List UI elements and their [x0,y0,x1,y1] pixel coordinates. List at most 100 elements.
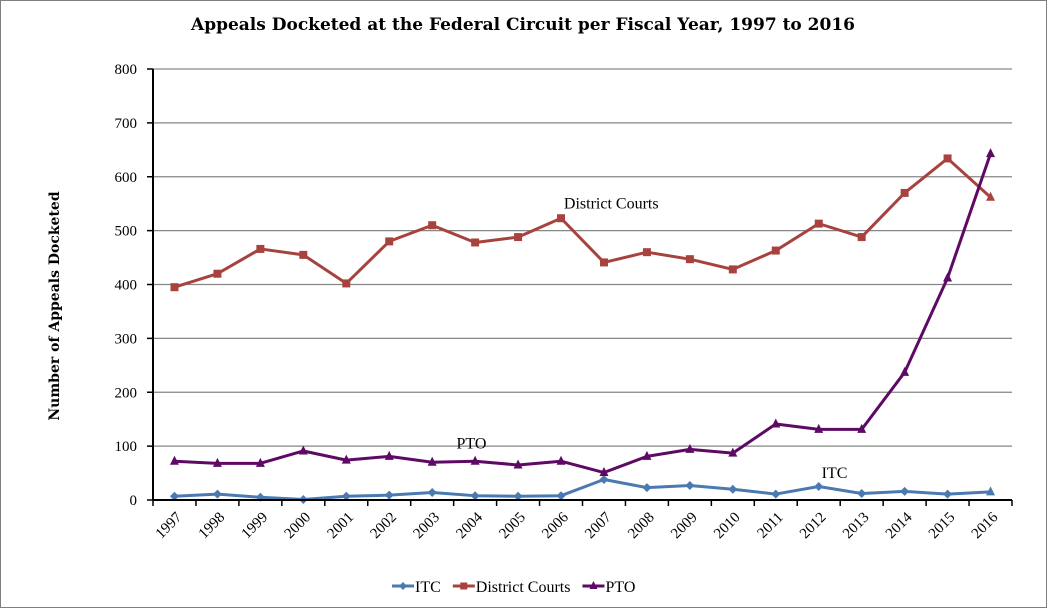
data-point-triangle [599,467,609,477]
data-point-square [728,265,737,274]
x-tick-label: 2004 [453,509,486,542]
data-point-square [900,188,909,197]
data-point-diamond [599,475,609,485]
series-itc [169,475,996,504]
x-tick-label: 1999 [239,510,272,543]
y-axis-label: Number of Appeals Docketed [47,191,63,420]
y-tick-label: 600 [115,170,138,186]
annotation-label: ITC [822,465,848,482]
x-tick-label: 2003 [410,510,443,543]
y-tick-label: 400 [115,278,138,294]
data-point-diamond [556,491,566,501]
data-point-diamond [169,491,179,501]
x-tick-label: 2013 [840,510,873,543]
data-point-triangle [986,148,996,158]
data-point-square [814,219,823,228]
x-tick-label: 1997 [153,509,186,542]
legend-label: ITC [415,579,441,596]
series-line [174,153,992,475]
x-tick-label: 2008 [625,510,658,543]
series-district-courts [170,154,996,292]
x-tick-label: 1998 [196,510,229,543]
x-tick-label: 2014 [883,509,916,542]
data-point-diamond [943,489,953,499]
data-point-triangle [685,443,695,453]
data-point-diamond [814,482,824,492]
data-point-square [428,221,437,230]
data-point-diamond [685,480,695,490]
y-tick-label: 100 [115,439,138,455]
data-point-square [557,214,566,223]
series-pto [169,148,996,477]
annotation-label: District Courts [564,196,659,213]
data-point-square [685,255,694,264]
data-point-triangle [384,450,394,460]
y-tick-label: 500 [115,224,138,240]
data-point-square [460,582,468,590]
gridlines [153,68,1012,447]
data-point-square [170,283,179,292]
data-point-triangle [470,455,480,465]
series-line [174,156,992,289]
data-point-square [599,258,608,267]
data-point-triangle [212,457,222,467]
data-point-square [642,248,651,257]
data-point-triangle [642,450,652,460]
legend-label: PTO [605,579,635,596]
data-point-square [943,154,952,163]
data-point-triangle [341,454,351,464]
data-point-diamond [728,484,738,494]
data-point-triangle [857,423,867,433]
data-point-diamond [427,487,437,497]
data-point-diamond [470,491,480,501]
data-point-triangle [169,455,179,465]
y-tick-label: 700 [115,116,138,132]
data-point-triangle [986,191,996,201]
x-tick-label: 2006 [539,509,572,542]
y-tick-label: 200 [115,385,138,401]
data-point-triangle [986,486,996,496]
x-tick-label: 2005 [496,510,529,543]
data-point-diamond [513,491,523,501]
annotation-label: PTO [457,435,487,452]
data-point-triangle [814,423,824,433]
x-tick-label: 2011 [754,510,786,542]
data-point-diamond [212,489,222,499]
data-point-triangle [556,455,566,465]
data-point-triangle [900,366,910,376]
annotations: District Courts PTO ITC [457,196,848,482]
x-axis-ticks: 1997 1998 1999 2000 2001 2002 2003 2004 2005 2006… [152,500,1013,543]
data-point-square [299,250,308,259]
series-group [169,148,996,504]
data-point-triangle [513,459,523,469]
data-point-triangle [771,418,781,428]
series-line [174,478,991,501]
data-point-square [213,269,222,278]
data-point-diamond [642,483,652,493]
legend: ITC District Courts PTO [392,579,635,596]
data-point-square [514,233,523,242]
data-point-diamond [399,582,407,590]
legend-item: PTO [582,579,635,596]
x-tick-label: 2012 [797,510,830,543]
x-tick-label: 2000 [282,510,315,543]
data-point-triangle [589,581,598,589]
y-tick-label: 800 [115,62,138,78]
x-tick-label: 2007 [582,509,615,542]
data-point-triangle [728,447,738,457]
data-point-diamond [771,489,781,499]
chart-title: Appeals Docketed at the Federal Circuit … [190,15,855,35]
data-point-diamond [384,490,394,500]
data-point-triangle [255,457,265,467]
data-point-diamond [857,489,867,499]
x-tick-label: 2015 [926,510,959,543]
data-point-square [771,246,780,255]
data-point-square [385,237,394,246]
legend-item: District Courts [452,579,571,596]
data-point-square [256,244,265,253]
data-point-triangle [298,445,308,455]
x-tick-label: 2010 [711,510,744,543]
legend-label: District Courts [476,579,571,596]
